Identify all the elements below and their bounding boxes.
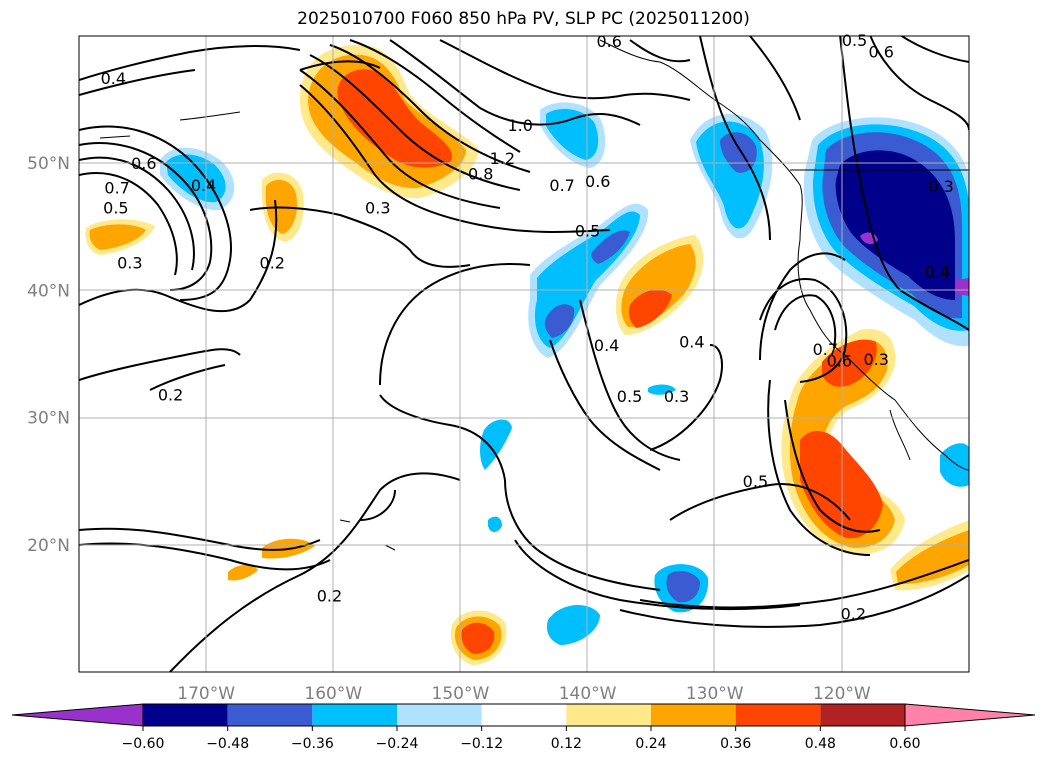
contour-label: 0.2 [317, 587, 342, 606]
contour-label: 0.5 [103, 199, 128, 218]
contour-label: 0.3 [863, 350, 888, 369]
lat-tick-label: 30°N [27, 409, 70, 429]
contour-label: 0.6 [869, 42, 894, 61]
latitude-tick-labels: 50°N 40°N 30°N 20°N [27, 154, 70, 556]
contour-label: 0.3 [664, 387, 689, 406]
contour-label: 0.5 [575, 222, 600, 241]
contour-label: 0.6 [827, 351, 852, 370]
pv-positive-se-core [896, 530, 969, 585]
contour-label: 0.3 [117, 253, 142, 272]
colorbar-tick-label: −0.12 [460, 736, 503, 752]
contour-label: 1.2 [490, 149, 515, 168]
pv-negative-interior-purple2 [955, 278, 969, 296]
contour-label: 0.5 [743, 472, 768, 491]
contour-labels: 0.40.60.70.50.30.40.20.20.30.81.21.00.7 0… [101, 31, 954, 624]
pv-positive-baja-core [822, 339, 877, 387]
colorbar-segment [143, 704, 228, 726]
contour-label: 0.5 [617, 387, 642, 406]
colorbar-segment [227, 704, 313, 726]
colorbar-tick-label: 0.24 [635, 736, 666, 752]
lat-tick-label: 20°N [27, 536, 70, 556]
colorbar-segment [312, 704, 397, 726]
contour-label: 0.6 [596, 32, 621, 51]
pv-negative-128w-south [940, 443, 969, 487]
map-frame [78, 35, 970, 673]
colorbar-tick-label: −0.60 [122, 736, 165, 752]
lat-tick-label: 40°N [27, 281, 70, 301]
longitude-tick-labels: 170°W 160°W 150°W 140°W 130°W 120°W [177, 684, 871, 704]
colorbar-frame [142, 703, 906, 727]
contour-label: 0.4 [101, 69, 126, 88]
contour-label: 0.2 [841, 604, 866, 623]
pv-negative-central-deep [544, 304, 575, 338]
contour-label: 0.7 [549, 176, 574, 195]
contour-label: 0.5 [842, 31, 867, 50]
colorbar-segment [397, 704, 482, 726]
colorbar-extend-high [904, 703, 1036, 727]
map-title: 2025010700 F060 850 hPa PV, SLP PC (2025… [297, 9, 750, 29]
contour-label: 0.6 [585, 172, 610, 191]
pv-negative-170w-core [166, 154, 226, 203]
colorbar-segment [735, 704, 821, 726]
pv-negative-150n-core [546, 108, 599, 160]
colorbar-tick-label: −0.36 [291, 736, 334, 752]
contour-label: 0.8 [468, 164, 493, 183]
pv-positive-168w-south [228, 564, 258, 581]
colorbar-segment [651, 704, 736, 726]
lon-tick-label: 130°W [686, 684, 744, 704]
colorbar-tick-label: 0.12 [551, 736, 582, 752]
pv-negative-interior-navy [835, 150, 955, 300]
colorbar-extend-low [11, 703, 144, 727]
contour-label: 0.6 [131, 154, 156, 173]
contour-label: 1.0 [507, 116, 532, 135]
colorbar-tick-label: −0.24 [376, 736, 419, 752]
pv-negative-132w-south-core [666, 570, 700, 603]
contour-label: 0.3 [365, 199, 390, 218]
pv-positive-west-core [89, 224, 146, 250]
pv-negative-central-deep2 [591, 230, 630, 264]
colorbar [11, 703, 1036, 727]
pv-negative-142w-south [546, 604, 600, 645]
lon-tick-label: 170°W [177, 684, 235, 704]
contour-label: 0.4 [924, 262, 949, 281]
colorbar-tick-labels: −0.60 −0.48 −0.36 −0.24 −0.12 0.12 0.24 0.36 0.4… [122, 726, 921, 752]
pv-positive-138w-core [628, 289, 672, 328]
colorbar-segment [566, 704, 651, 726]
colorbar-tick-label: 0.48 [805, 736, 836, 752]
coastlines [99, 39, 969, 551]
lon-tick-label: 150°W [432, 684, 490, 704]
gridlines [79, 36, 969, 672]
pv-positive-150w-south-core [461, 622, 495, 654]
contour-label: 0.4 [594, 336, 619, 355]
pv-negative-147w [480, 419, 512, 470]
lon-tick-label: 160°W [304, 684, 362, 704]
colorbar-segment [481, 704, 567, 726]
contour-label: 0.4 [191, 176, 216, 195]
colorbar-tick-label: −0.48 [206, 736, 249, 752]
slp-contours [79, 36, 969, 672]
lon-tick-label: 120°W [813, 684, 871, 704]
colorbar-segment [820, 704, 905, 726]
colorbar-tick-label: 0.36 [720, 736, 751, 752]
lat-tick-label: 50°N [27, 154, 70, 174]
contour-label: 0.4 [679, 332, 704, 351]
pv-negative-146w-small [488, 516, 502, 532]
contour-label: 0.3 [928, 177, 953, 196]
contour-label: 0.7 [813, 340, 838, 359]
pv-positive-gulf-alaska-core [337, 69, 452, 168]
contour-label: 0.2 [260, 253, 285, 272]
contour-label: 0.7 [104, 178, 129, 197]
colorbar-tick-label: 0.60 [889, 736, 920, 752]
pv-negative-133w-small [648, 384, 676, 395]
lon-tick-label: 140°W [559, 684, 617, 704]
contour-label: 0.2 [158, 386, 183, 405]
